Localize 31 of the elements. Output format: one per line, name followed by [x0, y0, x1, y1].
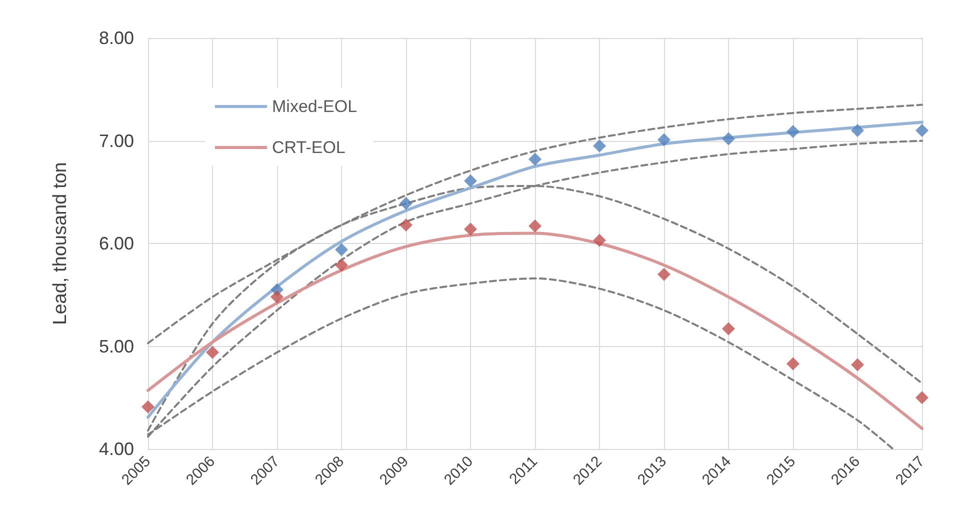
- y-tick-label: 5.00: [98, 336, 134, 356]
- point: [142, 400, 154, 414]
- y-tick-label: 8.00: [98, 28, 134, 48]
- y-tick-label: 6.00: [98, 234, 134, 254]
- point: [851, 124, 864, 137]
- point: [722, 322, 735, 336]
- point: [335, 258, 348, 272]
- point: [593, 234, 606, 247]
- point: [916, 391, 928, 404]
- point: [206, 346, 219, 359]
- point: [786, 125, 800, 138]
- point: [916, 124, 928, 137]
- point: [400, 196, 412, 210]
- y-tick-label: 4.00: [98, 439, 134, 459]
- y-tick-label: 7.00: [98, 130, 134, 151]
- point: [722, 132, 735, 146]
- point: [464, 222, 477, 236]
- legend-label: Mixed-EOL: [272, 97, 358, 116]
- point: [400, 218, 412, 232]
- point: [593, 139, 606, 152]
- point: [270, 290, 284, 304]
- point: [851, 358, 864, 372]
- point: [528, 220, 542, 233]
- legend-label: CRT-EOL: [272, 138, 346, 157]
- point: [658, 268, 670, 281]
- point: [658, 133, 670, 146]
- point: [335, 243, 348, 256]
- point: [464, 174, 477, 188]
- point: [786, 357, 800, 370]
- point: [528, 152, 542, 166]
- y-axis-title: Lead, thousand ton: [50, 162, 71, 325]
